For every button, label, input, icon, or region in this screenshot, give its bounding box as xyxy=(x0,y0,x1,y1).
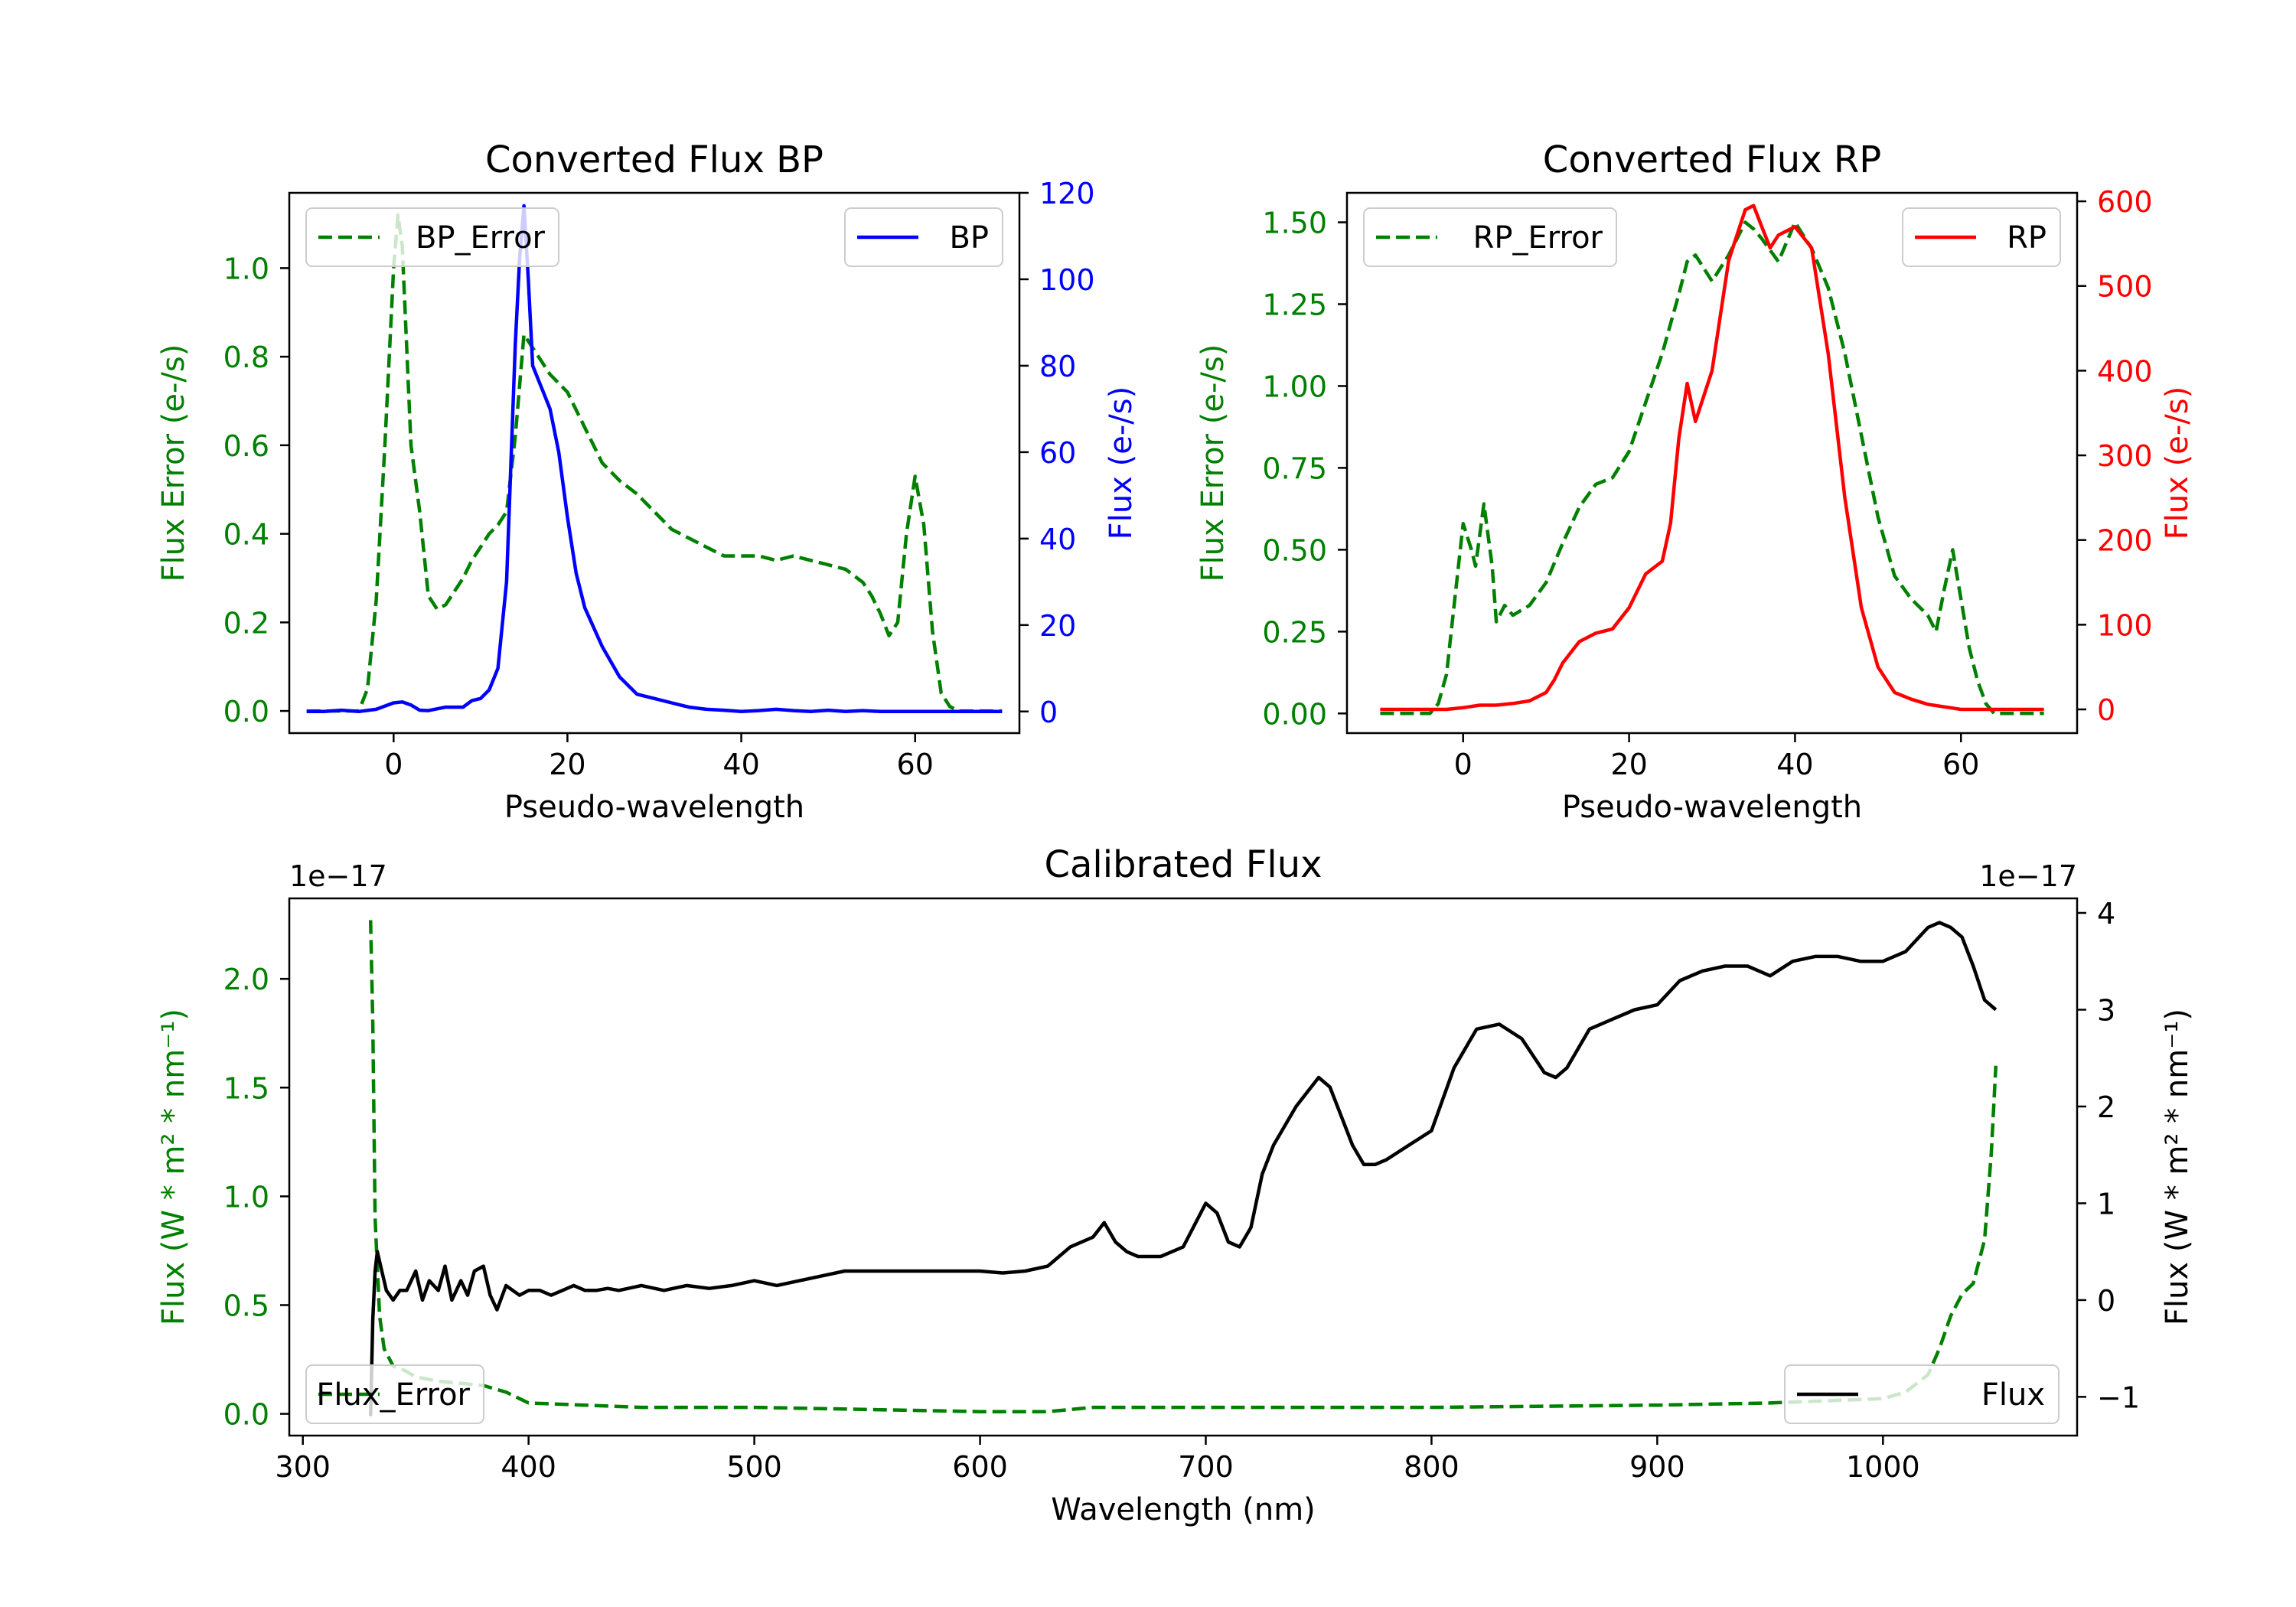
chart-title: Converted Flux BP xyxy=(485,139,823,181)
plot-frame xyxy=(1345,191,2079,735)
y-right-tick-label: 60 xyxy=(1039,436,1076,470)
y-left-tick-label: 0.6 xyxy=(223,429,269,463)
y-right-tick-label: 0 xyxy=(2097,1284,2115,1318)
y-right-offset-text: 1e−17 xyxy=(1979,859,2077,893)
x-tick-label: 20 xyxy=(1610,748,1647,781)
y-right-tick-label: 120 xyxy=(1039,177,1095,210)
y-left-tick-label: 0.0 xyxy=(223,1398,269,1432)
y-right-tick-label: −1 xyxy=(2097,1380,2140,1414)
y-left-tick-label: 0.4 xyxy=(223,518,269,552)
x-tick-label: 600 xyxy=(952,1450,1008,1484)
legend-bp: BP xyxy=(844,207,1003,267)
series-line-bp xyxy=(306,204,1003,714)
legend-label: BP_Error xyxy=(416,220,546,256)
chart-title: Calibrated Flux xyxy=(1044,843,1322,886)
y-left-tick-label: 1.0 xyxy=(223,252,269,285)
y-left-tick-label: 1.5 xyxy=(223,1071,269,1105)
rp-panel: Converted Flux RP 0 20 40 60 Pseudo-wavelengt… xyxy=(1195,139,2195,825)
y-right-tick-label: 400 xyxy=(2097,354,2153,388)
y-right-axis-label: Flux (e-/s) xyxy=(2160,386,2195,539)
x-tick-label: 0 xyxy=(384,748,403,781)
y-left-tick-label: 2.0 xyxy=(223,963,269,996)
y-right-tick-label: 4 xyxy=(2097,897,2115,931)
y-right-tick-label: 100 xyxy=(1039,263,1095,297)
legend-flux-error: Flux_Error xyxy=(305,1364,484,1424)
y-right-tick-label: 2 xyxy=(2097,1090,2115,1124)
y-left-tick-label: 0.8 xyxy=(223,341,269,374)
y-right-tick-label: 80 xyxy=(1039,350,1076,383)
y-right-axis-label: Flux (e-/s) xyxy=(1104,386,1139,539)
y-left-tick-label: 0.00 xyxy=(1262,697,1327,731)
series-line-rp-error xyxy=(1380,220,2044,715)
series-line-flux xyxy=(368,921,1998,1416)
y-right-tick-label: 300 xyxy=(2097,439,2153,473)
y-left-tick-label: 0.25 xyxy=(1262,615,1327,649)
series-line-rp xyxy=(1380,204,2044,712)
x-tick-label: 60 xyxy=(897,748,934,781)
x-tick-label: 40 xyxy=(722,748,759,781)
y-left-tick-label: 0.75 xyxy=(1262,451,1327,485)
x-tick-label: 40 xyxy=(1776,748,1813,781)
legend-box xyxy=(1363,207,1617,267)
legend-flux: Flux xyxy=(1784,1364,2060,1424)
y-left-offset-text: 1e−17 xyxy=(289,859,387,893)
y-left-tick-label: 1.00 xyxy=(1262,370,1327,403)
series-line-bp-error xyxy=(306,213,1003,713)
x-tick-label: 400 xyxy=(501,1450,556,1484)
legend-rp: RP xyxy=(1902,207,2061,267)
y-left-tick-label: 0.50 xyxy=(1262,533,1327,567)
calibrated-panel: Calibrated Flux 300 400 500 600 700 800 900 1000… xyxy=(156,843,2195,1527)
y-right-tick-label: 500 xyxy=(2097,270,2153,304)
x-tick-label: 0 xyxy=(1454,748,1473,781)
legend-rp-error: RP_Error xyxy=(1363,207,1617,267)
x-tick-label: 700 xyxy=(1178,1450,1234,1484)
x-tick-label: 800 xyxy=(1404,1450,1459,1484)
y-right-tick-label: 0 xyxy=(2097,693,2115,727)
y-right-tick-label: 3 xyxy=(2097,993,2115,1027)
x-tick-label: 1000 xyxy=(1846,1450,1920,1484)
y-left-tick-label: 0.0 xyxy=(223,695,269,729)
legend-label: RP_Error xyxy=(1473,220,1603,256)
y-right-tick-label: 20 xyxy=(1039,609,1076,643)
y-left-tick-label: 1.25 xyxy=(1262,288,1327,321)
y-right-tick-label: 200 xyxy=(2097,524,2153,558)
legend-label: Flux_Error xyxy=(316,1377,470,1413)
legend-box xyxy=(1902,207,2061,267)
legend-box xyxy=(305,207,559,267)
legend-box xyxy=(305,1364,484,1424)
x-axis-label: Pseudo-wavelength xyxy=(1562,790,1862,825)
series-line-flux-error xyxy=(368,920,1998,1413)
legend-label: Flux xyxy=(1981,1377,2045,1413)
legend-bp-error: BP_Error xyxy=(305,207,559,267)
legend-label: BP xyxy=(949,220,989,256)
legend-label: RP xyxy=(2007,220,2047,256)
y-right-tick-label: 100 xyxy=(2097,608,2153,642)
bp-panel: Converted Flux BP 0 20 40 60 Pseudo-wavelengt… xyxy=(156,139,1139,825)
plot-frame xyxy=(288,191,1021,735)
y-left-tick-label: 1.0 xyxy=(223,1180,269,1214)
x-axis-label: Pseudo-wavelength xyxy=(504,790,804,825)
legend-box xyxy=(1784,1364,2060,1424)
y-left-axis-label: Flux (W * m² * nm⁻¹) xyxy=(156,1009,191,1325)
x-tick-label: 500 xyxy=(726,1450,782,1484)
y-left-axis-label: Flux Error (e-/s) xyxy=(156,344,191,582)
x-tick-label: 60 xyxy=(1942,748,1979,781)
legend-box xyxy=(844,207,1003,267)
y-right-tick-label: 40 xyxy=(1039,523,1076,556)
x-tick-label: 900 xyxy=(1629,1450,1685,1484)
y-left-axis-label: Flux Error (e-/s) xyxy=(1195,344,1231,582)
y-right-tick-label: 0 xyxy=(1039,696,1058,729)
y-left-tick-label: 1.50 xyxy=(1262,207,1327,240)
chart-title: Converted Flux RP xyxy=(1543,139,1881,181)
x-axis-label: Wavelength (nm) xyxy=(1051,1492,1316,1527)
x-tick-label: 300 xyxy=(275,1450,331,1484)
plot-frame xyxy=(288,897,2079,1437)
y-left-tick-label: 0.5 xyxy=(223,1289,269,1322)
y-left-tick-label: 0.2 xyxy=(223,606,269,640)
y-right-tick-label: 600 xyxy=(2097,185,2153,219)
y-right-tick-label: 1 xyxy=(2097,1187,2115,1221)
y-right-axis-label: Flux (W * m² * nm⁻¹) xyxy=(2160,1009,2195,1325)
x-tick-label: 20 xyxy=(549,748,585,781)
